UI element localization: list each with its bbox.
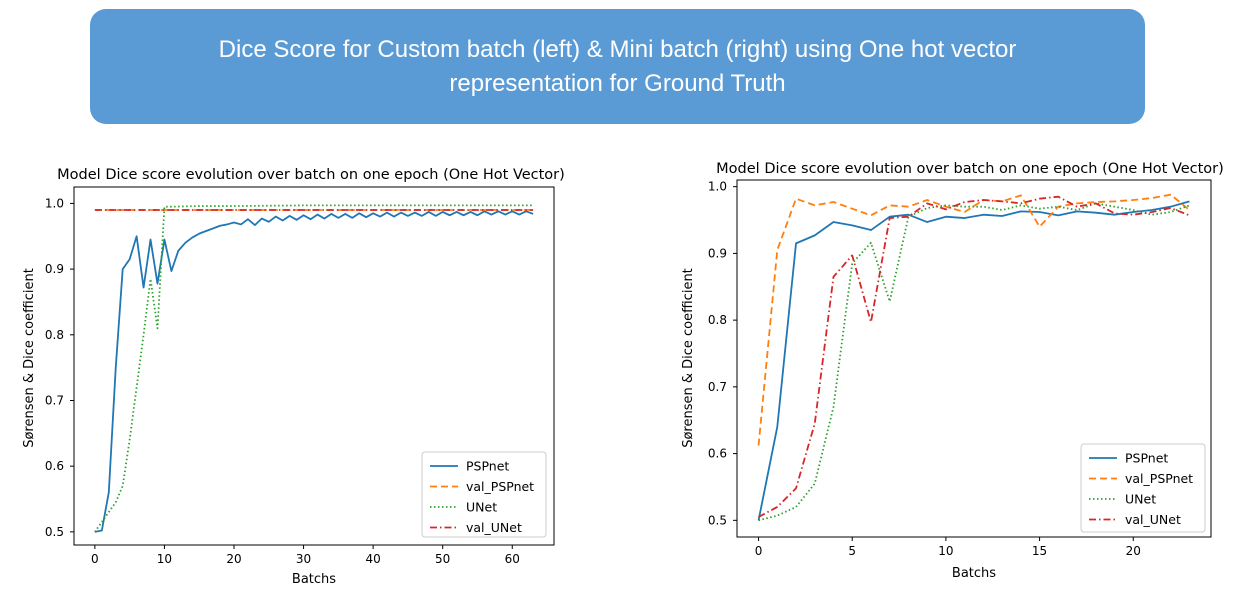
left-x-tick-label: 10 <box>157 552 172 566</box>
left-x-tick-label: 0 <box>91 552 99 566</box>
right-y-tick-label: 0.8 <box>708 313 727 327</box>
left-legend-label: UNet <box>466 500 497 515</box>
right-y-tick-label: 0.9 <box>708 246 727 260</box>
right-x-tick-label: 15 <box>1032 544 1047 558</box>
left-legend-label: val_PSPnet <box>466 479 534 494</box>
left-chart-title: Model Dice score evolution over batch on… <box>57 167 565 183</box>
left-x-tick-label: 20 <box>226 552 241 566</box>
left-x-tick-label: 50 <box>435 552 450 566</box>
right-legend: PSPnet val_PSPnet UNet val_UNet <box>1080 443 1206 533</box>
right-legend-label: val_UNet <box>1125 512 1181 527</box>
left-x-axis-label: Batchs <box>292 572 336 587</box>
banner-line-1: Dice Score for Custom batch (left) & Min… <box>218 35 1017 63</box>
right-legend-box <box>1080 443 1206 533</box>
left-x-tick-label: 40 <box>365 552 380 566</box>
left-y-tick-label: 0.7 <box>45 393 64 407</box>
left-legend: PSPnet val_PSPnet UNet val_UNet <box>421 451 547 538</box>
left-y-tick-label: 0.6 <box>45 459 64 473</box>
left-x-tick-label: 30 <box>296 552 311 566</box>
right-plot-frame <box>736 179 1212 538</box>
left-series-pspnet <box>94 210 534 533</box>
right-y-tick-label: 0.5 <box>708 513 727 527</box>
right-series-val-unet <box>758 195 1190 518</box>
banner-line-2: representation for Ground Truth <box>449 69 786 97</box>
title-banner: Dice Score for Custom batch (left) & Min… <box>90 9 1145 124</box>
left-series-group <box>94 204 534 533</box>
right-x-tick-label: 20 <box>1126 544 1141 558</box>
left-plot-frame <box>73 186 555 546</box>
left-legend-label: PSPnet <box>466 459 509 474</box>
left-x-tick-label: 60 <box>505 552 520 566</box>
left-y-tick-label: 1.0 <box>45 196 64 210</box>
left-y-tick-label: 0.5 <box>45 525 64 539</box>
left-y-tick-label: 0.8 <box>45 328 64 342</box>
right-y-axis-label: Sørensen & Dice coefficient <box>681 268 696 448</box>
right-x-axis-label: Batchs <box>952 566 996 581</box>
left-chart: Model Dice score evolution over batch on… <box>22 167 565 587</box>
left-y-axis-label: Sørensen & Dice coefficient <box>22 268 37 448</box>
left-y-tick-label: 0.9 <box>45 262 64 276</box>
right-legend-label: val_PSPnet <box>1125 471 1193 486</box>
right-legend-label: UNet <box>1125 492 1156 507</box>
right-series-unet <box>758 202 1190 522</box>
left-legend-label: val_UNet <box>466 520 522 535</box>
right-y-tick-label: 1.0 <box>708 180 727 194</box>
right-y-tick-label: 0.7 <box>708 380 727 394</box>
right-legend-label: PSPnet <box>1125 451 1168 466</box>
right-x-tick-label: 10 <box>938 544 953 558</box>
right-x-tick-label: 0 <box>755 544 763 558</box>
right-x-tick-label: 5 <box>848 544 856 558</box>
left-legend-box <box>421 451 547 538</box>
right-series-val-pspnet <box>757 193 1191 446</box>
left-series-unet <box>94 204 534 533</box>
right-y-tick-label: 0.6 <box>708 447 727 461</box>
right-chart-title: Model Dice score evolution over batch on… <box>716 161 1224 177</box>
right-series-group <box>757 193 1191 522</box>
